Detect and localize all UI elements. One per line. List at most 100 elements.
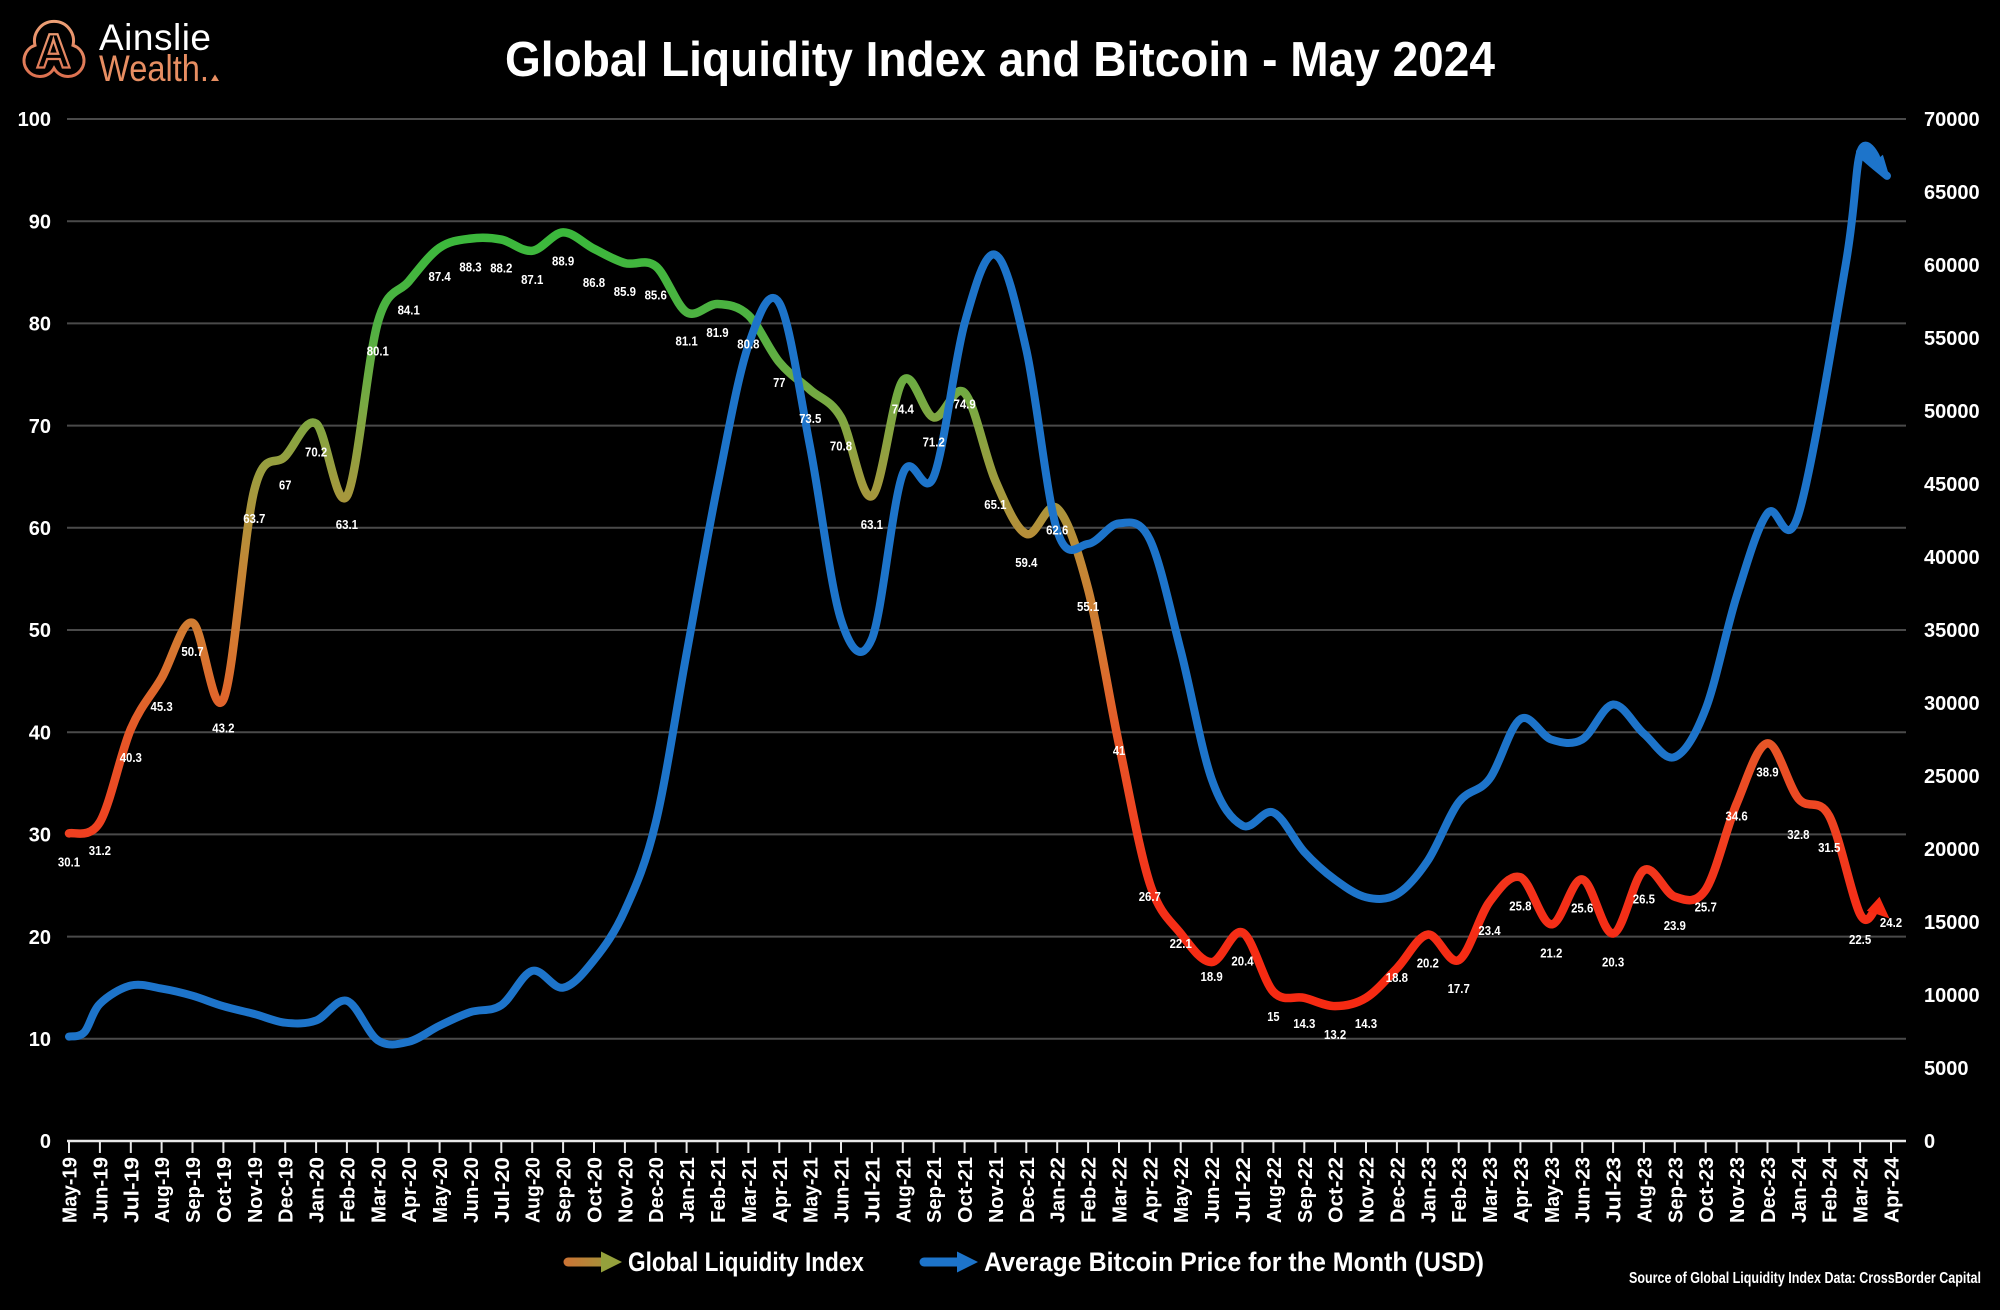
svg-text:85.6: 85.6 [645,287,667,302]
svg-text:14.3: 14.3 [1355,1016,1377,1031]
svg-text:Apr-21: Apr-21 [770,1157,792,1223]
svg-text:Oct-22: Oct-22 [1326,1157,1348,1223]
svg-text:88.2: 88.2 [490,261,512,276]
svg-text:13.2: 13.2 [1324,1027,1346,1042]
svg-text:59.4: 59.4 [1015,555,1038,570]
svg-text:Sep-19: Sep-19 [183,1157,205,1223]
svg-text:Mar-21: Mar-21 [739,1157,761,1223]
svg-text:25.6: 25.6 [1571,901,1593,916]
svg-text:88.9: 88.9 [552,254,574,269]
svg-text:Jun-20: Jun-20 [461,1157,483,1223]
svg-text:25000: 25000 [1924,766,1980,788]
svg-text:Jul-19: Jul-19 [121,1157,143,1223]
svg-text:Nov-23: Nov-23 [1727,1157,1749,1223]
svg-text:60: 60 [29,518,51,540]
svg-text:Oct-20: Oct-20 [585,1157,607,1223]
svg-text:Feb-20: Feb-20 [337,1157,359,1223]
svg-text:Jul-21: Jul-21 [862,1157,884,1223]
svg-text:70.8: 70.8 [830,439,852,454]
svg-text:90: 90 [29,211,51,233]
svg-text:70.2: 70.2 [305,445,327,460]
svg-text:80: 80 [29,314,51,336]
svg-text:40: 40 [29,722,51,744]
svg-text:Dec-19: Dec-19 [276,1157,298,1223]
svg-text:55.1: 55.1 [1077,599,1099,614]
svg-text:50: 50 [29,620,51,642]
svg-text:70000: 70000 [1924,109,1980,131]
svg-text:Aug-19: Aug-19 [152,1157,174,1223]
svg-text:Feb-24: Feb-24 [1820,1156,1842,1223]
svg-text:Nov-19: Nov-19 [245,1157,267,1223]
svg-text:May-21: May-21 [801,1157,823,1223]
svg-text:Mar-22: Mar-22 [1110,1157,1132,1223]
svg-text:50.7: 50.7 [181,644,203,659]
svg-text:Aug-22: Aug-22 [1264,1157,1286,1223]
svg-text:80.1: 80.1 [367,344,389,359]
svg-text:88.3: 88.3 [459,260,481,275]
svg-text:Apr-22: Apr-22 [1140,1157,1162,1223]
svg-text:Sep-20: Sep-20 [554,1157,576,1223]
svg-text:Jan-23: Jan-23 [1418,1157,1440,1223]
svg-text:Sep-22: Sep-22 [1295,1157,1317,1223]
svg-text:84.1: 84.1 [398,303,420,318]
svg-text:62.6: 62.6 [1046,522,1068,537]
svg-text:25.7: 25.7 [1695,899,1717,914]
svg-text:Jun-21: Jun-21 [832,1157,854,1223]
svg-text:20: 20 [29,927,51,949]
svg-text:20.4: 20.4 [1231,954,1254,969]
svg-text:50000: 50000 [1924,401,1980,423]
svg-text:34.6: 34.6 [1726,809,1748,824]
svg-text:81.9: 81.9 [706,325,728,340]
svg-text:85.9: 85.9 [614,284,636,299]
svg-text:Feb-22: Feb-22 [1079,1157,1101,1223]
svg-text:87.4: 87.4 [429,269,452,284]
svg-text:30000: 30000 [1924,693,1980,715]
svg-text:24.2: 24.2 [1880,915,1902,930]
svg-text:23.9: 23.9 [1664,918,1686,933]
svg-text:40.3: 40.3 [120,750,142,765]
svg-text:Dec-20: Dec-20 [646,1157,668,1223]
svg-text:May-22: May-22 [1171,1157,1193,1223]
svg-text:60000: 60000 [1924,255,1980,277]
svg-text:45000: 45000 [1924,474,1980,496]
svg-text:Apr-24: Apr-24 [1882,1156,1904,1223]
svg-text:41: 41 [1113,743,1125,758]
svg-text:Aug-21: Aug-21 [893,1157,915,1223]
svg-text:17.7: 17.7 [1448,981,1470,996]
svg-text:81.1: 81.1 [676,333,698,348]
svg-text:30: 30 [29,825,51,847]
svg-text:14.3: 14.3 [1293,1016,1315,1031]
svg-text:Feb-23: Feb-23 [1449,1157,1471,1223]
svg-text:40000: 40000 [1924,547,1980,569]
svg-text:100: 100 [18,109,51,131]
svg-text:70: 70 [29,416,51,438]
svg-text:35000: 35000 [1924,620,1980,642]
svg-text:18.8: 18.8 [1386,970,1408,985]
svg-text:Average Bitcoin Price for the: Average Bitcoin Price for the Month (USD… [984,1247,1484,1277]
svg-text:Apr-23: Apr-23 [1511,1157,1533,1223]
svg-text:23.4: 23.4 [1478,923,1501,938]
svg-text:Jun-23: Jun-23 [1573,1157,1595,1223]
svg-text:20000: 20000 [1924,839,1980,861]
svg-text:Jan-22: Jan-22 [1048,1157,1070,1223]
svg-text:Nov-22: Nov-22 [1357,1157,1379,1223]
svg-text:Global Liquidity Index and Bit: Global Liquidity Index and Bitcoin - May… [505,33,1495,87]
svg-text:Jun-19: Jun-19 [90,1157,112,1223]
svg-text:38.9: 38.9 [1756,765,1778,780]
svg-text:5000: 5000 [1924,1058,1969,1080]
svg-text:Apr-20: Apr-20 [399,1157,421,1223]
svg-text:Oct-19: Oct-19 [214,1157,236,1223]
svg-text:May-20: May-20 [430,1157,452,1223]
svg-text:Dec-22: Dec-22 [1387,1157,1409,1223]
svg-text:Dec-23: Dec-23 [1758,1157,1780,1223]
svg-text:Oct-23: Oct-23 [1696,1157,1718,1223]
svg-text:Mar-23: Mar-23 [1480,1157,1502,1223]
svg-text:Dec-21: Dec-21 [1017,1157,1039,1223]
svg-text:86.8: 86.8 [583,275,605,290]
svg-text:25.8: 25.8 [1509,898,1531,913]
svg-text:63.1: 63.1 [861,517,883,532]
svg-text:A: A [36,26,71,79]
svg-text:Ainslie: Ainslie [99,17,212,58]
svg-text:74.9: 74.9 [954,397,976,412]
svg-text:May-19: May-19 [60,1157,82,1223]
